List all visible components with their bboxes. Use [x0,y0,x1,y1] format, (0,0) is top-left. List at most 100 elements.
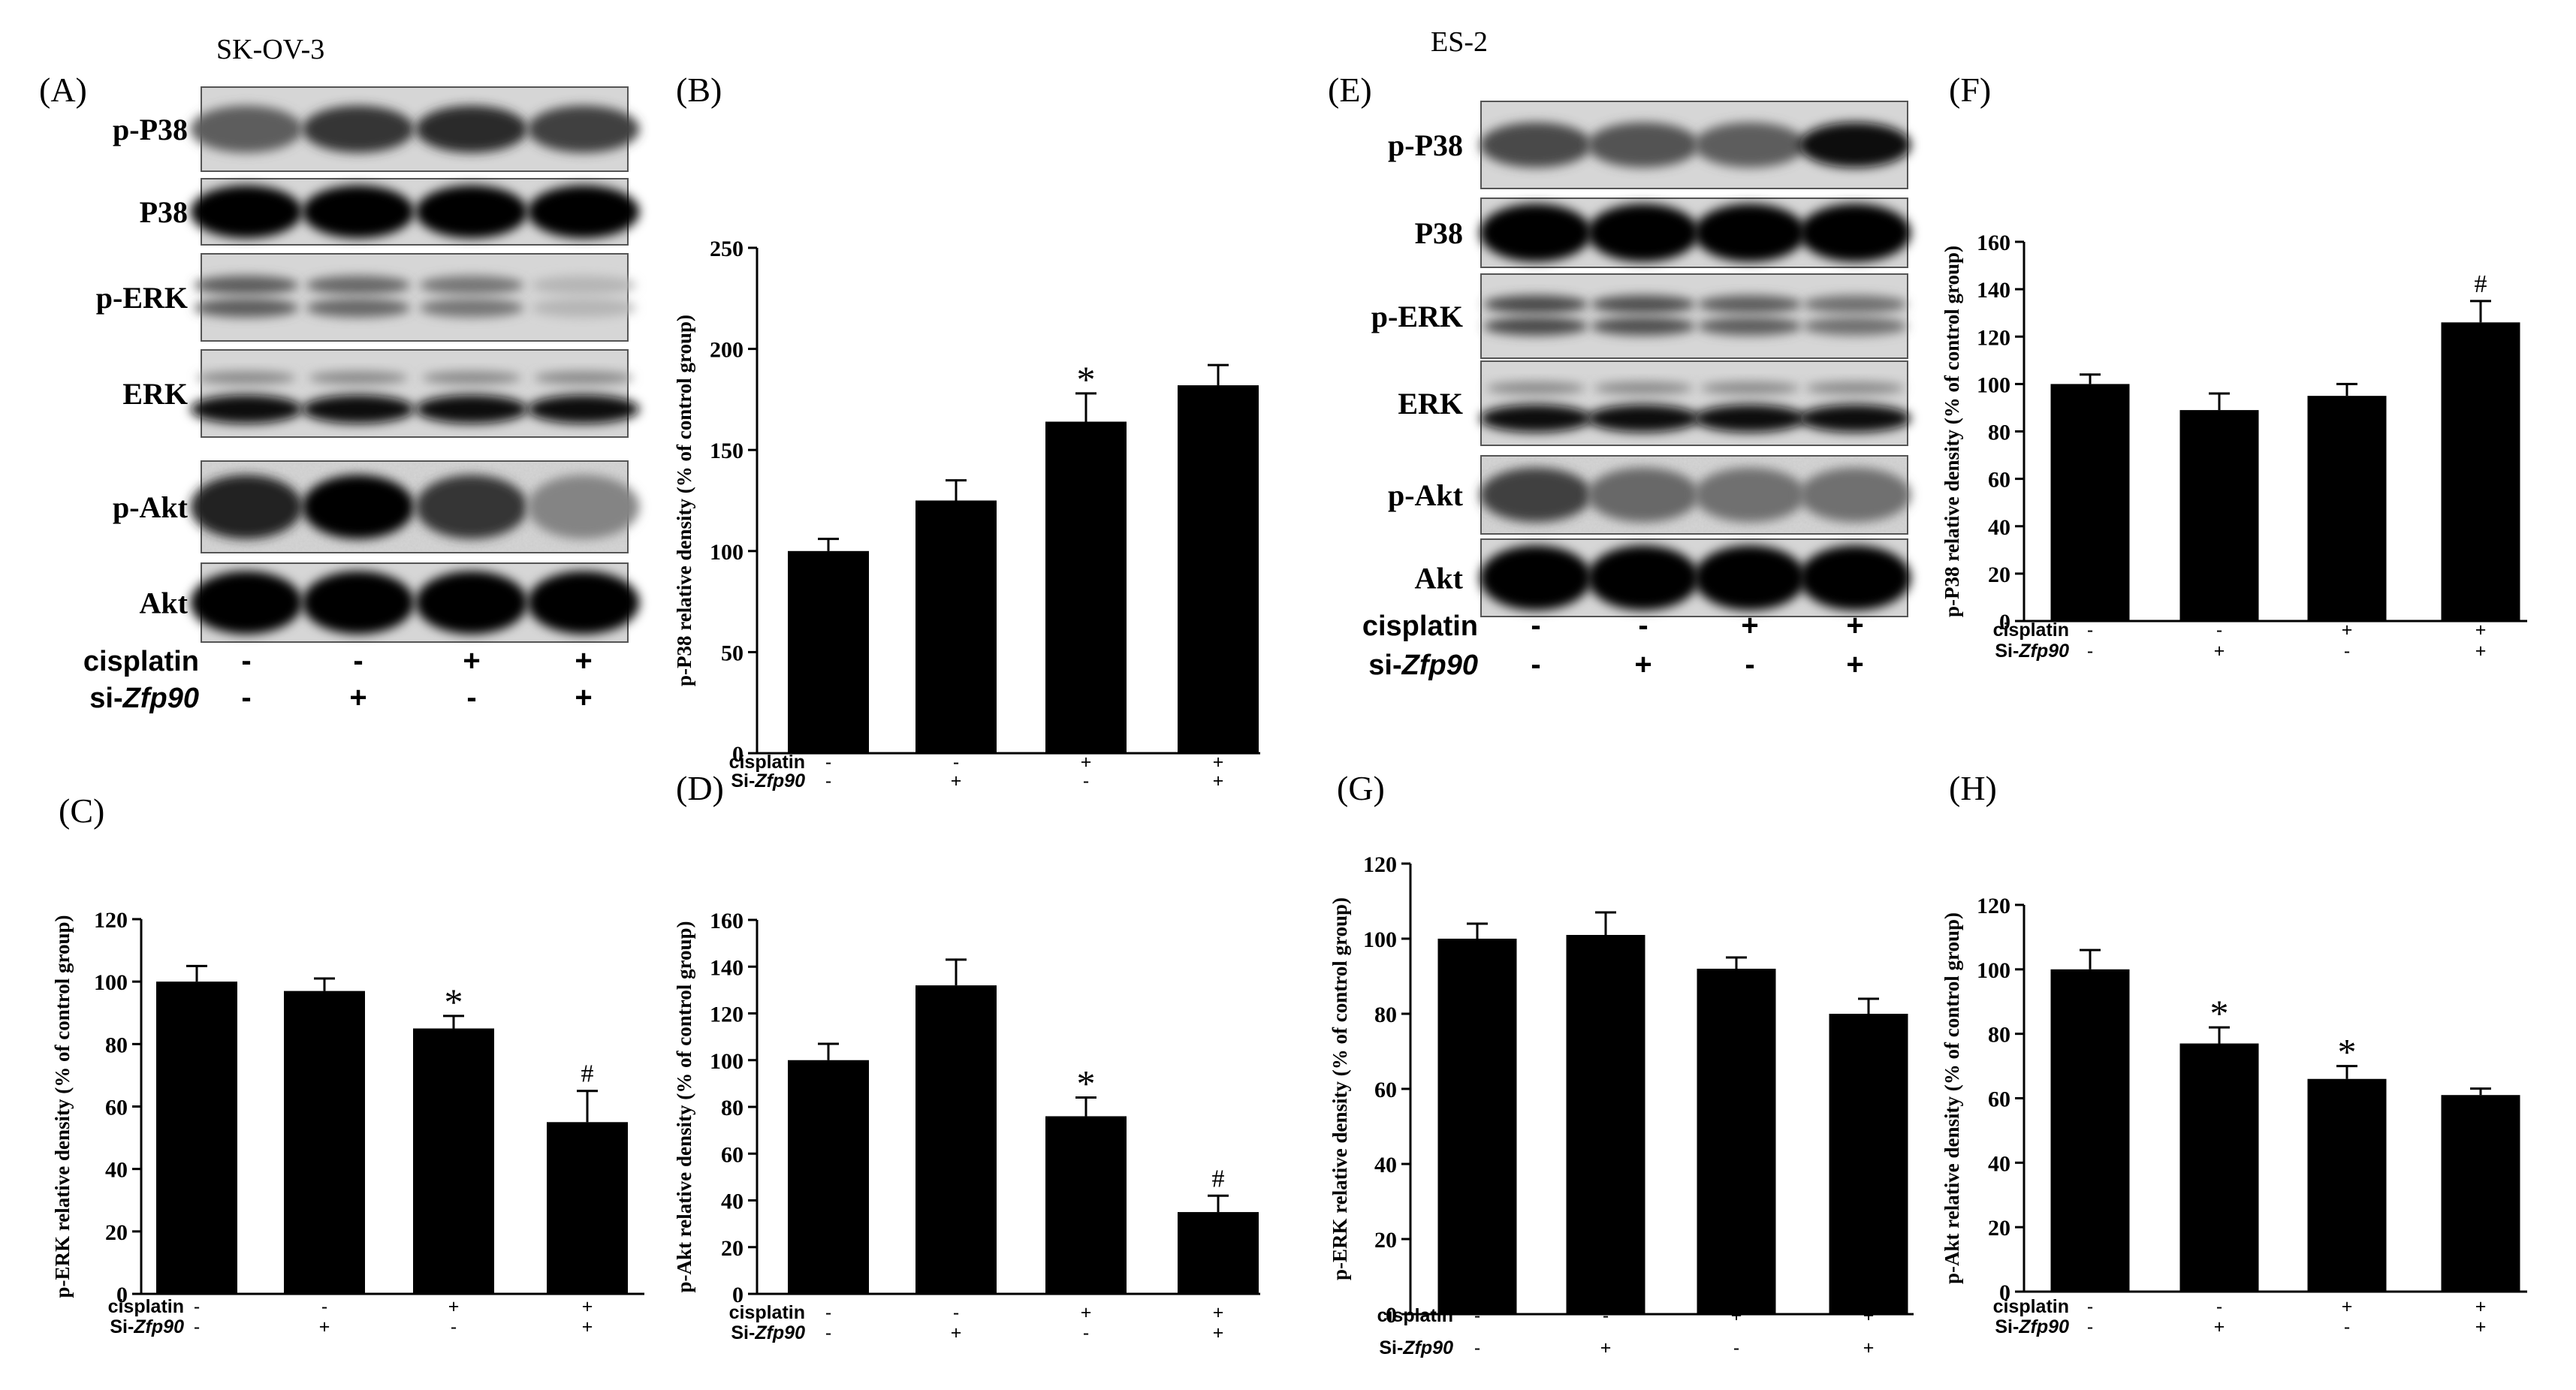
bar [2050,969,2130,1292]
blot-band [415,394,528,424]
protein-label: ERK [1398,387,1463,421]
protein-label: Akt [140,586,189,620]
protein-label: p-ERK [96,281,188,315]
treatment-sign: - [321,1296,327,1317]
y-tick-label: 40 [721,1189,744,1214]
treatment-sign: - [2344,1316,2350,1337]
treatment-sign: + [2214,1316,2225,1337]
y-tick-label: 20 [1988,562,2010,587]
treatment-label: si-Zfp90 [1368,650,1478,681]
treatment-sign: + [2342,1296,2353,1317]
blot-band [1591,317,1696,336]
blot-band [302,185,415,239]
protein-label: p-P38 [113,113,188,146]
bar [2307,1078,2387,1292]
treatment-sign: + [2475,1296,2487,1317]
bar-chart: (F) 0 20 40 60 80 100 120 140 160 p-P38 relative d… [1941,71,2527,662]
blot-row: P38 [140,178,640,246]
y-tick-label: 120 [710,1003,744,1027]
blot-band [527,105,640,153]
protein-label: ERK [122,377,188,411]
y-tick-label: 20 [1988,1216,2010,1241]
treatment-sign: - [953,1302,959,1323]
y-tick-label: 0 [1386,1303,1397,1328]
blot-row: Akt [1415,538,1911,617]
blot-band [190,185,303,239]
blot-band [531,276,636,295]
treatment-label: cisplatin [1993,620,2069,641]
treatment-sign: + [1213,770,1224,791]
treatment-sign: - [1531,648,1540,681]
treatment-sign: - [194,1316,200,1337]
y-tick-label: 40 [1988,1151,2010,1176]
treatment-sign: - [451,1316,457,1337]
treatment-sign: + [448,1296,460,1317]
bar [2050,384,2130,621]
blot-row: p-P38 [113,86,640,172]
blot-band [1480,467,1592,523]
y-tick-label: 250 [710,237,744,261]
blot-band [1587,122,1700,168]
treatment-sign: - [2344,641,2350,662]
treatment-sign: + [575,681,592,714]
treatment-sign: + [1863,1305,1875,1326]
bar [2179,410,2259,621]
bar [1829,1014,1908,1314]
treatment-sign: - [2087,620,2093,641]
blot-band [415,475,528,539]
treatment-sign: - [241,644,251,677]
y-tick-label: 60 [1988,468,2010,493]
treatment-sign: + [319,1316,330,1337]
blot-row: ERK [122,349,640,438]
blot-band [1483,295,1588,314]
blot-band [1694,545,1806,611]
treatment-sign: - [1745,648,1754,681]
blot-row: ERK [1398,360,1911,446]
panel-letter: (C) [59,791,104,830]
treatment-sign: + [349,681,366,714]
bar [156,981,237,1294]
blot-band [190,571,303,635]
y-tick-label: 160 [710,909,744,933]
treatment-sign: - [1083,770,1089,791]
blot-row: p-P38 [1388,101,1911,189]
treatment-sign: + [1731,1305,1742,1326]
y-tick-label: 0 [116,1283,128,1307]
protein-label: Akt [1415,562,1464,595]
treatment-label: cisplatin [729,1302,805,1323]
panel-letter: (B) [676,71,722,109]
blot-band [1480,122,1592,168]
bar-chart: (H) 0 20 40 60 80 100 120 p-Akt relative density… [1941,769,2527,1337]
blot-band [306,298,411,318]
y-tick-label: 60 [105,1096,128,1120]
y-tick-label: 20 [105,1220,128,1245]
treatment-label: cisplatin [1362,611,1478,642]
panel-letter: (F) [1949,71,1991,109]
treatment-label: Si-Zfp90 [731,770,805,791]
blot-band [194,276,299,295]
blot-band [1805,381,1905,395]
bar [1178,1212,1259,1294]
treatment-sign: + [1846,648,1863,681]
y-tick-label: 100 [1363,927,1397,952]
significance-mark: # [2475,270,2487,298]
cell-line-left: SK-OV-3 [216,34,324,65]
treatment-sign: + [2475,1316,2487,1337]
blot-band [1700,381,1799,395]
significance-mark: # [1212,1165,1225,1193]
treatment-sign: - [1083,1322,1089,1343]
y-tick-label: 100 [1977,372,2010,397]
blot-band [1480,204,1592,262]
treatment-label: Si-Zfp90 [1995,1316,2069,1337]
blot-band [531,298,636,318]
treatment-sign: - [825,752,831,773]
bar [284,990,365,1294]
bar [547,1122,628,1294]
bar [2307,396,2387,621]
blot-band [1480,404,1592,433]
treatment-label: cisplatin [1993,1296,2069,1317]
bar-chart: (B) 0 50 100 150 200 250 p-P38 relative density… [673,71,1260,791]
treatment-sign: - [2216,620,2222,641]
